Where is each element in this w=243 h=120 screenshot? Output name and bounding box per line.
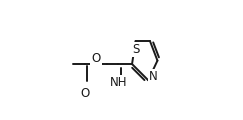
Text: N: N	[149, 70, 157, 83]
Text: O: O	[92, 52, 101, 65]
Text: NH: NH	[109, 76, 127, 90]
Text: O: O	[80, 87, 89, 100]
Text: S: S	[132, 43, 139, 56]
